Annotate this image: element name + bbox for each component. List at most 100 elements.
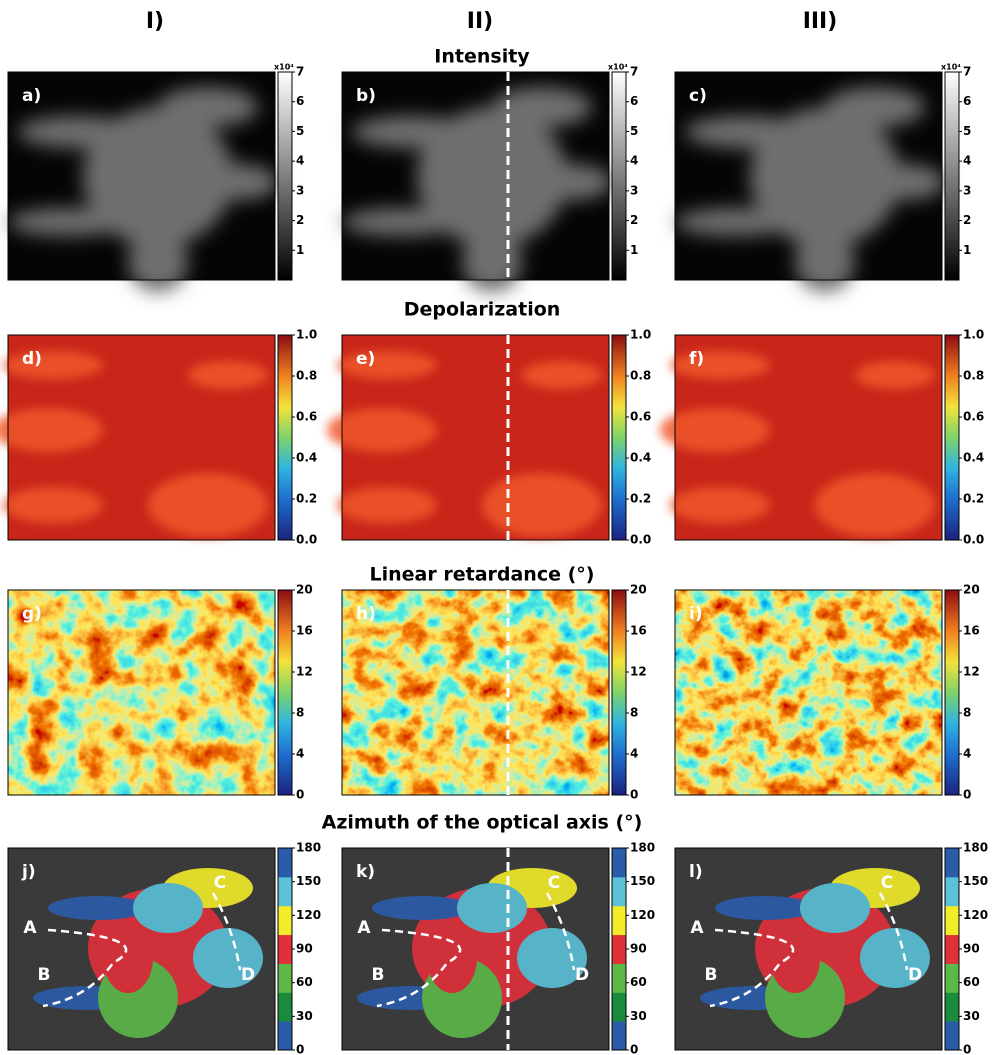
colorbar-segment — [612, 877, 626, 906]
region — [148, 473, 268, 537]
colorbar-tick-label: 20 — [296, 583, 313, 597]
colorbar: 0.00.20.40.60.81.0 — [945, 328, 984, 547]
colorbar-tick-label: 5 — [630, 124, 638, 138]
colorbar-tick-label: 0 — [963, 1043, 971, 1055]
colorbar-unit: x10⁴ — [608, 63, 628, 72]
colorbar-tick-label: 0.4 — [963, 451, 984, 465]
colorbar-segment — [945, 877, 959, 906]
colorbar-segment — [278, 1021, 292, 1050]
colorbar: 1234567x10⁴ — [941, 63, 971, 281]
colorbar-segment — [945, 848, 959, 877]
panel-bg — [675, 590, 942, 795]
colorbar-tick-label: 1 — [630, 243, 638, 257]
blob — [865, 164, 945, 200]
colorbar-fill — [612, 72, 626, 280]
region — [188, 361, 268, 389]
panel-label: b) — [356, 86, 376, 106]
colorbar-tick-label: 16 — [296, 624, 313, 638]
region-label: B — [38, 965, 51, 985]
colorbar-tick-label: 0.0 — [630, 533, 651, 547]
region-label: D — [575, 965, 589, 985]
colorbar-tick-label: 1.0 — [296, 328, 317, 342]
colorbar-tick-label: 6 — [296, 94, 304, 108]
row-title: Azimuth of the optical axis (°) — [322, 812, 643, 834]
panel: b) — [342, 72, 612, 292]
region-label: D — [241, 965, 255, 985]
colorbar: 048121620 — [945, 583, 980, 802]
colorbar-fill — [945, 590, 959, 795]
colorbar-tick-label: 0.8 — [296, 369, 317, 383]
panel-label: h) — [356, 604, 376, 624]
colorbar-tick-label: 0 — [630, 1043, 638, 1055]
colorbar-fill — [278, 72, 292, 280]
colorbar-tick-label: 1 — [963, 243, 971, 257]
region-label: B — [705, 965, 718, 985]
colorbar-tick-label: 0.6 — [630, 410, 651, 424]
panel-label: e) — [356, 349, 375, 369]
colorbar-tick-label: 60 — [963, 975, 980, 989]
colorbar-segment — [945, 935, 959, 964]
row-title: Intensity — [434, 46, 530, 68]
blob — [795, 232, 855, 292]
colorbar-fill — [945, 335, 959, 540]
colorbar-tick-label: 5 — [963, 124, 971, 138]
vector-field — [427, 923, 477, 993]
colorbar-tick-label: 120 — [963, 908, 988, 922]
vector-field — [133, 883, 203, 933]
region — [670, 351, 770, 379]
panel-bg — [342, 590, 609, 795]
colorbar-tick-label: 2 — [630, 213, 638, 227]
blob — [18, 116, 138, 148]
region-label: C — [214, 873, 226, 893]
colorbar-segment — [278, 877, 292, 906]
panel-label: k) — [356, 862, 375, 882]
row-title: Linear retardance (°) — [370, 564, 595, 586]
colorbar-tick-label: 20 — [630, 583, 647, 597]
region — [670, 487, 770, 523]
blob — [462, 232, 522, 292]
region — [337, 487, 437, 523]
blob — [352, 116, 472, 148]
colorbar-tick-label: 90 — [296, 942, 313, 956]
colorbar-tick-label: 150 — [296, 874, 321, 888]
colorbar-segment — [278, 992, 292, 1021]
colorbar-segment — [612, 935, 626, 964]
colorbar-tick-label: 0.2 — [963, 492, 984, 506]
colorbar-tick-label: 12 — [630, 665, 647, 679]
region — [3, 351, 103, 379]
colorbar-segment — [278, 935, 292, 964]
vector-field — [800, 883, 870, 933]
colorbar-tick-label: 0.4 — [630, 451, 651, 465]
colorbar-tick-label: 0.4 — [296, 451, 317, 465]
region-label: B — [372, 965, 385, 985]
colorbar-tick-label: 150 — [630, 874, 655, 888]
colorbar: 048121620 — [612, 583, 647, 802]
panel-label: j) — [21, 862, 36, 882]
panel: h) — [342, 590, 609, 795]
panel: d) — [0, 335, 275, 540]
blob — [532, 164, 612, 200]
colorbar-segment — [278, 963, 292, 992]
colorbar-tick-label: 30 — [963, 1009, 980, 1023]
colorbar-tick-label: 180 — [296, 841, 321, 855]
colorbar-tick-label: 1 — [296, 243, 304, 257]
colorbar-segment — [612, 906, 626, 935]
colorbar-tick-label: 6 — [963, 94, 971, 108]
colorbar-tick-label: 12 — [963, 665, 980, 679]
colorbar-tick-label: 8 — [296, 706, 304, 720]
colorbar: 0.00.20.40.60.81.0 — [612, 328, 651, 547]
region-label: C — [548, 873, 560, 893]
vector-field — [770, 923, 820, 993]
colorbar-segment — [612, 963, 626, 992]
colorbar-tick-label: 120 — [296, 908, 321, 922]
colorbar-tick-label: 4 — [296, 747, 304, 761]
panel-label: c) — [689, 86, 707, 106]
region — [327, 408, 437, 452]
figure: I)II)III)Intensitya)1234567x10⁴b)1234567… — [0, 0, 1001, 1055]
colorbar-tick-label: 180 — [630, 841, 655, 855]
colorbar-tick-label: 0.8 — [963, 369, 984, 383]
colorbar-tick-label: 0.2 — [630, 492, 651, 506]
